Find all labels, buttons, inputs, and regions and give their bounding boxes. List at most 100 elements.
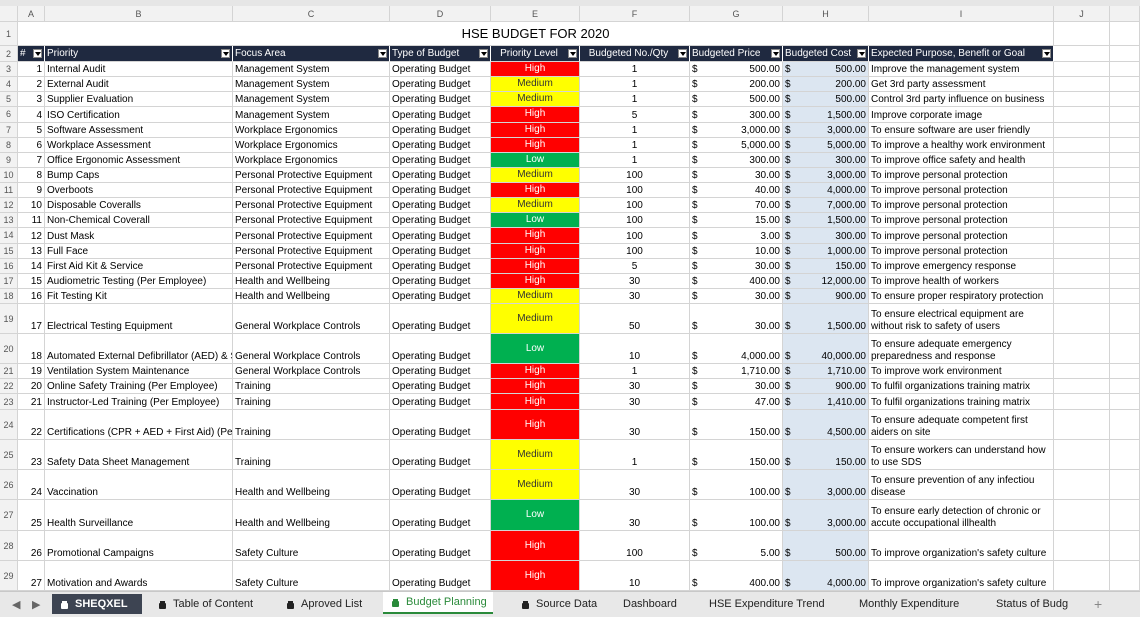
filter-button[interactable]	[33, 49, 42, 58]
filter-button[interactable]	[378, 49, 387, 58]
column-letter[interactable]: G	[690, 6, 783, 22]
currency-sign: $	[785, 79, 791, 91]
row-number[interactable]: 9	[0, 152, 18, 168]
column-letter[interactable]: B	[45, 6, 233, 22]
cell	[1110, 440, 1140, 470]
column-header: Priority Level	[491, 46, 580, 62]
amount: 3,000.00	[741, 124, 780, 136]
focus-area: Personal Protective Equipment	[233, 198, 390, 214]
filter-button[interactable]	[568, 49, 577, 58]
currency-sign: $	[785, 275, 791, 287]
sheet-tab[interactable]: Status of Budg	[990, 594, 1084, 614]
row-number[interactable]: 5	[0, 92, 18, 108]
amount: 40,000.00	[821, 351, 867, 362]
sheet-tab[interactable]: HSE Expenditure Trend	[703, 594, 831, 614]
budgeted-price: $3.00	[690, 228, 783, 244]
row-number[interactable]: 25	[0, 440, 18, 470]
row-number[interactable]: 26	[0, 470, 18, 500]
row-number[interactable]: 20	[0, 334, 18, 364]
budget-type: Operating Budget	[390, 334, 491, 364]
sheet-tab[interactable]: Budget Planning	[383, 592, 493, 614]
purpose: To improve a healthy work environment	[869, 137, 1054, 153]
cell	[1110, 22, 1140, 46]
row-number[interactable]: 27	[0, 500, 18, 531]
budget-type: Operating Budget	[390, 152, 491, 168]
tab-prev[interactable]: ◀	[12, 598, 21, 611]
currency-sign: $	[785, 230, 791, 242]
add-sheet[interactable]: +	[1094, 596, 1103, 612]
priority: Vaccination	[45, 470, 233, 500]
row-number[interactable]: 1	[0, 22, 18, 46]
currency-sign: $	[692, 397, 698, 408]
row-number[interactable]: 23	[0, 394, 18, 410]
row-number[interactable]: 16	[0, 258, 18, 274]
row-number[interactable]: 2	[0, 46, 18, 62]
row-number[interactable]: 21	[0, 364, 18, 379]
filter-button[interactable]	[221, 49, 230, 58]
filter-button[interactable]	[857, 49, 866, 58]
filter-button[interactable]	[1042, 49, 1051, 58]
quantity: 1	[580, 440, 690, 470]
currency-sign: $	[785, 548, 791, 559]
sheet-tab[interactable]: Source Data	[513, 594, 603, 614]
column-letter[interactable]: I	[869, 6, 1054, 22]
priority: Health Surveillance	[45, 500, 233, 531]
column-letter[interactable]: J	[1054, 6, 1110, 22]
tab-label: Table of Content	[173, 598, 254, 610]
column-letter[interactable]: D	[390, 6, 491, 22]
filter-button[interactable]	[678, 49, 687, 58]
row-number[interactable]: 12	[0, 198, 18, 214]
row-number[interactable]: 19	[0, 304, 18, 334]
amount: 70.00	[754, 200, 780, 212]
priority: Promotional Campaigns	[45, 531, 233, 561]
row-number[interactable]: 3	[0, 62, 18, 78]
sheet-tab[interactable]: Dashboard	[617, 594, 683, 614]
row-number[interactable]: 17	[0, 273, 18, 289]
priority-level: High	[491, 379, 580, 394]
cell	[1054, 500, 1110, 531]
focus-area: Management System	[233, 62, 390, 78]
row-number[interactable]: 22	[0, 379, 18, 394]
currency-sign: $	[785, 64, 791, 76]
row-number[interactable]: 8	[0, 137, 18, 153]
filter-button[interactable]	[479, 49, 488, 58]
budgeted-cost: $1,500.00	[783, 107, 869, 123]
budget-type: Operating Budget	[390, 379, 491, 394]
row-number[interactable]: 28	[0, 531, 18, 561]
row-number[interactable]: 18	[0, 288, 18, 304]
row-number[interactable]: 6	[0, 107, 18, 123]
cell	[1110, 334, 1140, 364]
row-number[interactable]: 29	[0, 561, 18, 591]
item-number: 9	[18, 183, 45, 199]
row-number[interactable]: 10	[0, 167, 18, 183]
sheet-tab[interactable]: SHEQXEL	[52, 594, 142, 614]
row-number[interactable]: 15	[0, 243, 18, 259]
currency-sign: $	[692, 275, 698, 287]
row-number[interactable]: 4	[0, 77, 18, 93]
filter-button[interactable]	[771, 49, 780, 58]
column-letter[interactable]: A	[18, 6, 45, 22]
column-letter[interactable]: C	[233, 6, 390, 22]
sheet-tab[interactable]: Monthly Expenditure	[853, 594, 965, 614]
sheet-tab[interactable]: Table of Content	[150, 594, 259, 614]
row-number[interactable]: 7	[0, 122, 18, 138]
column-letter[interactable]: E	[491, 6, 580, 22]
focus-area: Health and Wellbeing	[233, 288, 390, 304]
budgeted-cost: $500.00	[783, 92, 869, 108]
priority: Non-Chemical Coverall	[45, 213, 233, 229]
row-number[interactable]: 14	[0, 228, 18, 244]
budgeted-price: $150.00	[690, 440, 783, 470]
column-letter[interactable]: H	[783, 6, 869, 22]
purpose: To ensure prevention of any infectiou di…	[869, 470, 1054, 500]
amount: 3,000.00	[827, 518, 866, 529]
row-number[interactable]: 11	[0, 183, 18, 199]
column-letter[interactable]: F	[580, 6, 690, 22]
item-number: 13	[18, 243, 45, 259]
budget-type: Operating Budget	[390, 107, 491, 123]
item-number: 16	[18, 288, 45, 304]
tab-next[interactable]: ▶	[32, 598, 41, 611]
sheet-tab[interactable]: Aproved List	[278, 594, 368, 614]
row-number[interactable]: 13	[0, 213, 18, 229]
row-number[interactable]: 24	[0, 410, 18, 440]
